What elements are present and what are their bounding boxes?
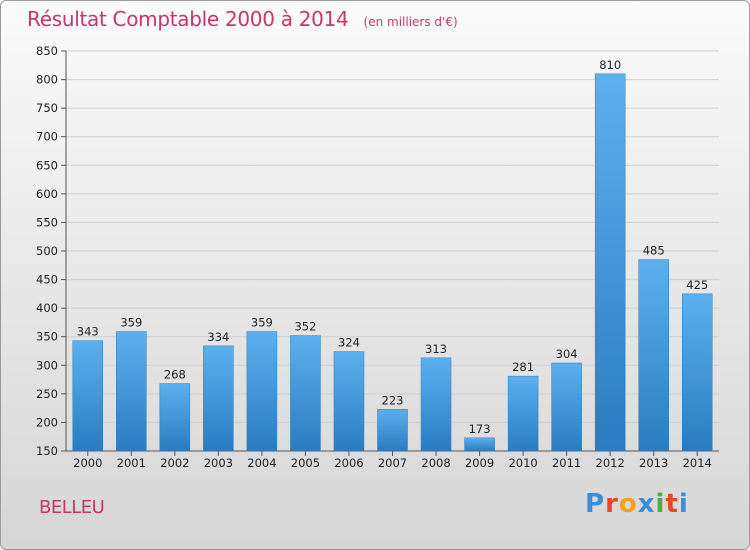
bar-value-label: 810 [599, 58, 621, 72]
town-name: BELLEU [39, 497, 105, 518]
bar [638, 259, 669, 452]
x-tick-label: 2014 [683, 456, 712, 470]
bar [420, 357, 452, 452]
bar-value-label: 281 [512, 360, 534, 374]
bar-value-label: 359 [251, 316, 273, 330]
x-tick-label: 2000 [73, 456, 102, 470]
y-tick-label: 650 [36, 158, 58, 172]
logo-letter: x [637, 489, 656, 519]
bar-value-label: 359 [120, 316, 142, 330]
bar-value-label: 334 [207, 330, 229, 344]
x-tick-label: 2008 [421, 456, 450, 470]
bar [246, 331, 278, 452]
logo-letter: i [655, 489, 666, 519]
y-tick-label: 850 [36, 44, 58, 58]
bar-value-label: 425 [686, 278, 708, 292]
bar [377, 409, 408, 452]
y-tick-label: 600 [36, 187, 58, 201]
logo-letter: o [618, 489, 638, 519]
x-tick-label: 2007 [378, 456, 407, 470]
logo-letter: r [605, 489, 619, 519]
bar-value-label: 343 [77, 325, 99, 339]
x-tick-label: 2005 [291, 456, 320, 470]
bar [333, 351, 365, 452]
chart-title: Résultat Comptable 2000 à 2014 [27, 7, 349, 31]
y-tick-label: 200 [36, 415, 58, 429]
y-tick-label: 300 [36, 358, 58, 372]
bar-value-label: 485 [643, 244, 665, 258]
y-tick-label: 350 [36, 330, 58, 344]
y-tick-label: 500 [36, 244, 58, 258]
bar-value-label: 173 [469, 422, 491, 436]
bars [72, 73, 713, 452]
bar [159, 383, 191, 452]
bar [116, 331, 147, 452]
x-tick-label: 2010 [508, 456, 537, 470]
x-tick-label: 2012 [596, 456, 625, 470]
labels: 150 200 250 300 350 400 450 500 550 600 650 700 750 8… [36, 44, 712, 470]
x-tick-label: 2006 [334, 456, 363, 470]
x-tick-label: 2004 [247, 456, 276, 470]
chart-subtitle: (en milliers d'€) [363, 15, 458, 29]
y-tick-label: 550 [36, 215, 58, 229]
bar [203, 345, 234, 452]
bar [594, 73, 626, 452]
x-tick-label: 2011 [552, 456, 581, 470]
bar [72, 340, 104, 452]
y-tick-label: 750 [36, 101, 58, 115]
logo-letter: i [678, 489, 689, 519]
bar [464, 437, 495, 452]
y-tick-label: 250 [36, 387, 58, 401]
bar-value-label: 352 [294, 320, 316, 334]
bar [551, 362, 582, 452]
bar-value-label: 304 [556, 347, 578, 361]
proxiti-logo: Proxiti [585, 489, 689, 519]
bar [681, 293, 713, 452]
x-tick-label: 2009 [465, 456, 494, 470]
x-tick-label: 2003 [204, 456, 233, 470]
title-row: Résultat Comptable 2000 à 2014 (en milli… [27, 7, 458, 31]
bar-value-label: 223 [382, 393, 404, 407]
y-tick-label: 800 [36, 73, 58, 87]
logo-letter: t [665, 489, 679, 519]
y-tick-label: 150 [36, 444, 58, 458]
x-tick-label: 2001 [117, 456, 146, 470]
x-tick-label: 2013 [639, 456, 668, 470]
bar-value-label: 324 [338, 336, 360, 350]
logo-letter: P [585, 489, 606, 519]
y-tick-label: 700 [36, 130, 58, 144]
y-tick-label: 400 [36, 301, 58, 315]
y-tick-label: 450 [36, 273, 58, 287]
bar [290, 335, 321, 452]
bar-value-label: 313 [425, 342, 447, 356]
bar-value-label: 268 [164, 368, 186, 382]
bar [507, 375, 539, 452]
x-tick-label: 2002 [160, 456, 189, 470]
